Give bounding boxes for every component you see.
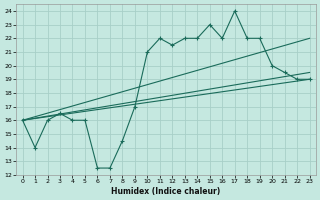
X-axis label: Humidex (Indice chaleur): Humidex (Indice chaleur) xyxy=(111,187,221,196)
